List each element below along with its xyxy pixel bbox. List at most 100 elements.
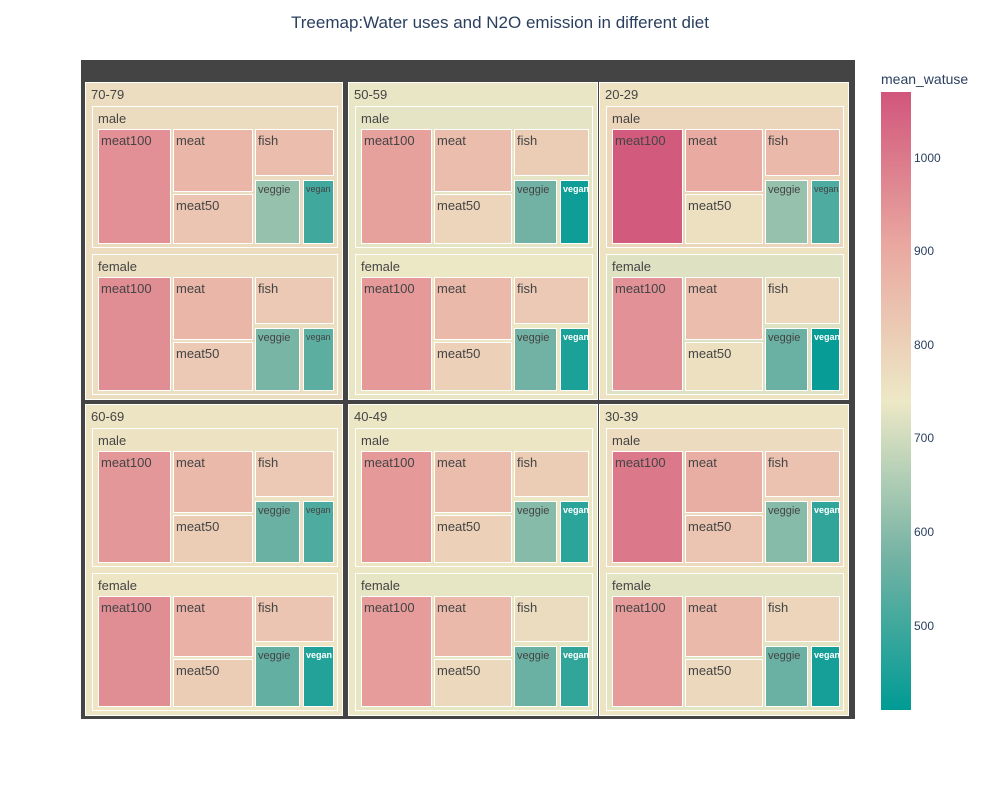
treemap-leaf-meat[interactable]: meat xyxy=(173,451,253,513)
treemap-leaf-meat100[interactable]: meat100 xyxy=(612,277,683,391)
treemap-leaf-fish[interactable]: fish xyxy=(765,451,840,497)
treemap-leaf-vegan[interactable]: vegan xyxy=(811,180,840,244)
treemap-leaf-vegan[interactable]: vegan xyxy=(560,646,589,707)
treemap-leaf-vegan[interactable]: vegan xyxy=(303,646,334,707)
leaf-label: meat50 xyxy=(437,346,481,361)
treemap-group-male[interactable]: male meat100 meat meat50 fish veggie vegan xyxy=(92,428,338,567)
treemap-leaf-fish[interactable]: fish xyxy=(514,129,589,176)
treemap-group-female[interactable]: female meat100 meat meat50 fish veggie vegan xyxy=(606,254,844,395)
treemap-leaf-fish[interactable]: fish xyxy=(514,277,589,324)
treemap-group-age-60-69[interactable]: 60-69 male meat100 meat meat50 fish veggie vega… xyxy=(85,404,343,716)
treemap-leaf-fish[interactable]: fish xyxy=(765,129,840,176)
treemap-group-male[interactable]: male meat100 meat meat50 fish veggie vegan xyxy=(355,428,593,567)
treemap-leaf-meat100[interactable]: meat100 xyxy=(98,596,171,707)
treemap-leaf-veggie[interactable]: veggie xyxy=(255,501,300,563)
leaf-label: meat xyxy=(437,281,466,296)
treemap-leaf-meat[interactable]: meat xyxy=(173,596,253,657)
treemap-leaf-fish[interactable]: fish xyxy=(255,129,334,176)
treemap-leaf-fish[interactable]: fish xyxy=(514,451,589,497)
treemap-leaf-veggie[interactable]: veggie xyxy=(255,646,300,707)
treemap-leaf-meat50[interactable]: meat50 xyxy=(434,659,512,707)
treemap-leaf-veggie[interactable]: veggie xyxy=(765,328,808,391)
treemap-leaf-vegan[interactable]: vegan xyxy=(811,646,840,707)
treemap-leaf-veggie[interactable]: veggie xyxy=(514,180,557,244)
treemap-leaf-meat50[interactable]: meat50 xyxy=(173,515,253,563)
leaf-label: meat100 xyxy=(364,133,415,148)
treemap-leaf-meat100[interactable]: meat100 xyxy=(361,129,432,244)
treemap-leaf-veggie[interactable]: veggie xyxy=(514,328,557,391)
treemap-leaf-meat50[interactable]: meat50 xyxy=(173,342,253,391)
treemap-leaf-meat50[interactable]: meat50 xyxy=(173,659,253,707)
treemap-leaf-meat50[interactable]: meat50 xyxy=(685,515,763,563)
treemap-group-female[interactable]: female meat100 meat meat50 fish veggie vegan xyxy=(355,573,593,711)
treemap-leaf-veggie[interactable]: veggie xyxy=(765,501,808,563)
treemap-leaf-meat100[interactable]: meat100 xyxy=(98,129,171,244)
treemap-leaf-meat100[interactable]: meat100 xyxy=(98,451,171,563)
treemap-group-female[interactable]: female meat100 meat meat50 fish veggie vegan xyxy=(92,254,338,395)
treemap-leaf-veggie[interactable]: veggie xyxy=(255,180,300,244)
treemap-group-age-50-59[interactable]: 50-59 male meat100 meat meat50 fish veggie vega… xyxy=(348,82,598,400)
treemap-leaf-vegan[interactable]: vegan xyxy=(560,501,589,563)
treemap-leaf-vegan[interactable]: vegan xyxy=(303,501,334,563)
treemap-leaf-meat50[interactable]: meat50 xyxy=(434,194,512,244)
treemap-leaf-meat[interactable]: meat xyxy=(685,596,763,657)
treemap-leaf-vegan[interactable]: vegan xyxy=(811,328,840,391)
treemap-leaf-meat50[interactable]: meat50 xyxy=(434,342,512,391)
treemap-leaf-meat[interactable]: meat xyxy=(173,129,253,192)
treemap-leaf-meat[interactable]: meat xyxy=(434,451,512,513)
treemap-leaf-meat50[interactable]: meat50 xyxy=(685,194,763,244)
treemap-group-male[interactable]: male meat100 meat meat50 fish veggie vegan xyxy=(606,106,844,248)
treemap-leaf-meat[interactable]: meat xyxy=(685,451,763,513)
treemap-group-age-70-79[interactable]: 70-79 male meat100 meat meat50 fish veggie vega… xyxy=(85,82,343,400)
treemap-group-age-30-39[interactable]: 30-39 male meat100 meat meat50 fish veggie vega… xyxy=(599,404,849,716)
leaf-label: fish xyxy=(258,281,279,296)
treemap-group-female[interactable]: female meat100 meat meat50 fish veggie vegan xyxy=(355,254,593,395)
treemap-leaf-meat50[interactable]: meat50 xyxy=(434,515,512,563)
treemap-leaf-meat[interactable]: meat xyxy=(685,277,763,340)
leaf-label: vegan xyxy=(563,650,589,660)
treemap-leaf-meat[interactable]: meat xyxy=(434,596,512,657)
leaf-label: fish xyxy=(517,281,538,296)
treemap-leaf-meat50[interactable]: meat50 xyxy=(685,342,763,391)
treemap-leaf-meat[interactable]: meat xyxy=(685,129,763,192)
treemap-group-age-40-49[interactable]: 40-49 male meat100 meat meat50 fish veggie vega… xyxy=(348,404,598,716)
treemap-group-female[interactable]: female meat100 meat meat50 fish veggie vegan xyxy=(92,573,338,711)
treemap-leaf-fish[interactable]: fish xyxy=(514,596,589,642)
treemap-leaf-meat[interactable]: meat xyxy=(434,277,512,340)
treemap-leaf-veggie[interactable]: veggie xyxy=(765,646,808,707)
treemap-leaf-fish[interactable]: fish xyxy=(255,596,334,642)
treemap-leaf-veggie[interactable]: veggie xyxy=(255,328,300,391)
treemap-leaf-meat100[interactable]: meat100 xyxy=(612,451,683,563)
treemap-leaf-fish[interactable]: fish xyxy=(255,277,334,324)
treemap-leaf-meat[interactable]: meat xyxy=(434,129,512,192)
treemap-leaf-vegan[interactable]: vegan xyxy=(303,180,334,244)
treemap-leaf-meat100[interactable]: meat100 xyxy=(361,277,432,391)
treemap-leaf-veggie[interactable]: veggie xyxy=(514,646,557,707)
treemap-leaf-veggie[interactable]: veggie xyxy=(765,180,808,244)
treemap-leaf-meat100[interactable]: meat100 xyxy=(361,596,432,707)
leaf-label: vegan xyxy=(563,184,589,194)
treemap-root[interactable]: 70-79 male meat100 meat meat50 fish veggie vega… xyxy=(81,60,855,719)
treemap-leaf-meat[interactable]: meat xyxy=(173,277,253,340)
treemap-leaf-vegan[interactable]: vegan xyxy=(811,501,840,563)
treemap-leaf-meat100[interactable]: meat100 xyxy=(98,277,171,391)
treemap-leaf-fish[interactable]: fish xyxy=(255,451,334,497)
treemap-leaf-vegan[interactable]: vegan xyxy=(560,180,589,244)
treemap-group-male[interactable]: male meat100 meat meat50 fish veggie vegan xyxy=(92,106,338,248)
treemap-leaf-vegan[interactable]: vegan xyxy=(303,328,334,391)
treemap-leaf-meat50[interactable]: meat50 xyxy=(685,659,763,707)
treemap-group-male[interactable]: male meat100 meat meat50 fish veggie vegan xyxy=(606,428,844,567)
treemap-group-male[interactable]: male meat100 meat meat50 fish veggie vegan xyxy=(355,106,593,248)
treemap-leaf-meat100[interactable]: meat100 xyxy=(612,596,683,707)
treemap-leaf-meat100[interactable]: meat100 xyxy=(612,129,683,244)
treemap-group-age-20-29[interactable]: 20-29 male meat100 meat meat50 fish veggie vega… xyxy=(599,82,849,400)
sex-group-label: male xyxy=(98,111,127,126)
leaf-label: meat50 xyxy=(688,519,732,534)
treemap-leaf-meat50[interactable]: meat50 xyxy=(173,194,253,244)
treemap-leaf-vegan[interactable]: vegan xyxy=(560,328,589,391)
treemap-leaf-meat100[interactable]: meat100 xyxy=(361,451,432,563)
treemap-leaf-fish[interactable]: fish xyxy=(765,277,840,324)
treemap-group-female[interactable]: female meat100 meat meat50 fish veggie vegan xyxy=(606,573,844,711)
treemap-leaf-fish[interactable]: fish xyxy=(765,596,840,642)
treemap-leaf-veggie[interactable]: veggie xyxy=(514,501,557,563)
